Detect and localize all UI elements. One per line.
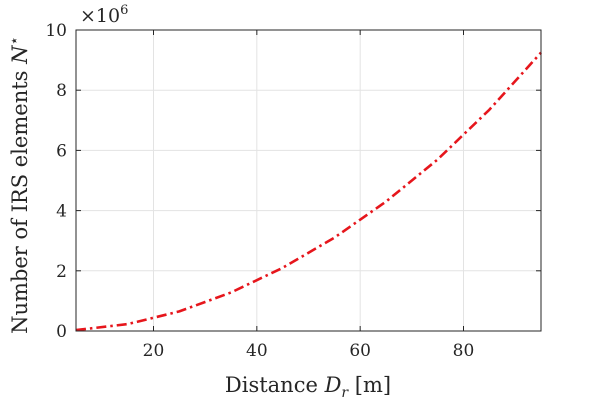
y-axis-label: Number of IRS elements N⋆	[5, 36, 32, 334]
y-tick-label-4: 4	[56, 202, 67, 222]
plot-frame	[75, 29, 542, 332]
y-tick-label-2: 2	[56, 262, 67, 282]
y-tick-label-10: 10	[45, 21, 67, 41]
y-tick-label-6: 6	[56, 141, 67, 161]
grid	[76, 30, 541, 331]
y-tick-label-8: 8	[56, 81, 67, 101]
series-layer	[75, 51, 542, 332]
series-line-0	[75, 51, 542, 332]
x-tick-label-80: 80	[453, 341, 475, 361]
x-tick-label-40: 40	[246, 341, 268, 361]
ticks	[76, 29, 541, 332]
tick-labels: 20 40 60 80 0 2 4 6 8 10	[45, 21, 474, 361]
x-axis-label: Distance Dr [m]	[225, 373, 391, 401]
y-tick-label-0: 0	[56, 322, 67, 342]
y-multiplier: ×106	[80, 3, 128, 27]
x-tick-label-60: 60	[349, 341, 371, 361]
x-tick-label-20: 20	[143, 341, 165, 361]
